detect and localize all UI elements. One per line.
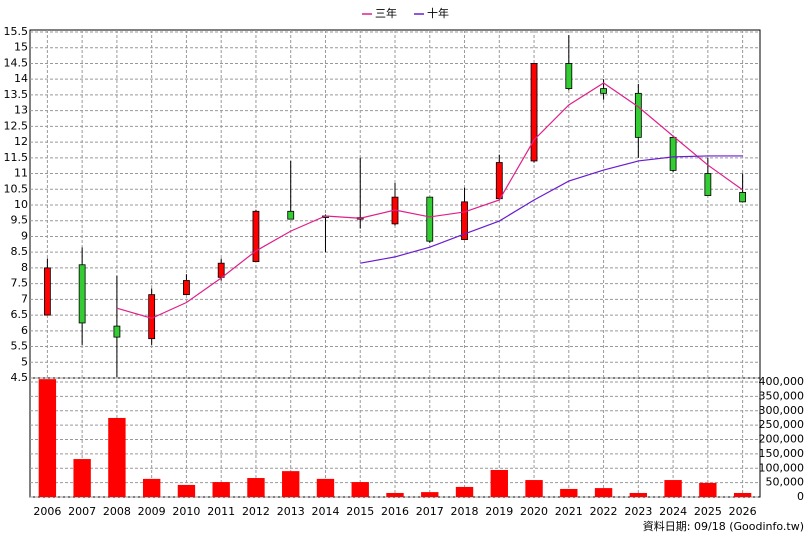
candle-body [426, 196, 434, 242]
x-tick-label: 2022 [590, 505, 618, 518]
y-tick-label: 10 [14, 198, 28, 211]
y-tick-label: 13.5 [4, 88, 29, 101]
volume-bar [282, 471, 300, 497]
y-tick-label: 10.5 [4, 182, 29, 195]
y-tick-label: 5.5 [11, 340, 29, 353]
footer: 資料日期: 09/18 (Goodinfo.tw) [643, 519, 804, 533]
y-tick-label: 15 [14, 41, 28, 54]
y-tick-label: 14.5 [4, 56, 29, 69]
candle-body [287, 210, 295, 220]
x-tick-label: 2020 [520, 505, 548, 518]
y2-tick-label: 150,000 [759, 447, 805, 460]
x-tick-label: 2008 [103, 505, 131, 518]
y2-tick-label: 300,000 [759, 404, 805, 417]
legend-label: 三年 [375, 6, 397, 20]
volume-bar [108, 417, 126, 497]
y-tick-label: 7.5 [11, 277, 29, 290]
x-tick-label: 2019 [485, 505, 513, 518]
x-tick-label: 2024 [659, 505, 687, 518]
ma-line [116, 82, 743, 319]
x-tick-label: 2014 [311, 505, 339, 518]
volume-bar [629, 492, 648, 497]
volume-bar [525, 480, 543, 497]
candle-body [530, 63, 538, 162]
candle-body [704, 173, 712, 196]
candle-body [252, 210, 260, 263]
x-tick-label: 2012 [242, 505, 270, 518]
y-tick-label: 6.5 [11, 308, 29, 321]
volume-bar [38, 379, 57, 497]
y-tick-label: 5 [21, 355, 28, 368]
x-tick-label: 2009 [138, 505, 166, 518]
volume-bar [386, 492, 404, 497]
candle-body [669, 136, 677, 171]
candle-body [495, 162, 503, 200]
volume-bar [351, 482, 369, 497]
y-tick-label: 8 [21, 261, 28, 274]
y2-tick-label: 400,000 [759, 375, 805, 388]
candle-body [565, 63, 573, 90]
y2-tick-label: 350,000 [759, 389, 805, 402]
x-tick-label: 2018 [451, 505, 479, 518]
y-tick-label: 13 [14, 104, 28, 117]
y-tick-label: 8.5 [11, 245, 29, 258]
x-tick-label: 2023 [624, 505, 652, 518]
volume-bar [73, 459, 91, 497]
y2-tick-label: 0 [797, 490, 804, 503]
x-tick-label: 2006 [33, 505, 61, 518]
volume-bar [664, 480, 682, 497]
y-tick-label: 9.5 [11, 214, 29, 227]
volume-bar [142, 478, 161, 497]
y-tick-label: 12 [14, 135, 28, 148]
y-tick-label: 12.5 [4, 119, 29, 132]
y2-tick-label: 250,000 [759, 418, 805, 431]
x-tick-label: 2026 [729, 505, 757, 518]
candle-body [183, 280, 190, 296]
volume-bar [699, 482, 717, 497]
legend-label: 十年 [427, 6, 449, 20]
candle-body [217, 262, 225, 278]
x-tick-label: 2013 [277, 505, 305, 518]
x-tick-label: 2016 [381, 505, 409, 518]
y-tick-label: 15.5 [4, 25, 29, 38]
y-tick-label: 11 [14, 167, 28, 180]
volume-bar [212, 482, 230, 497]
y-tick-label: 11.5 [4, 151, 29, 164]
y-tick-label: 7 [21, 292, 28, 305]
candle-body [600, 88, 607, 94]
x-tick-label: 2010 [172, 505, 200, 518]
candle-body [461, 201, 468, 240]
volume-bar [594, 488, 613, 497]
y2-tick-label: 100,000 [759, 461, 805, 474]
volume-bar [455, 486, 474, 497]
x-tick-label: 2021 [555, 505, 583, 518]
x-tick-label: 2017 [416, 505, 444, 518]
volume-bar [490, 469, 508, 497]
volume-bar [733, 492, 752, 497]
x-tick-label: 2015 [346, 505, 374, 518]
x-tick-label: 2011 [207, 505, 235, 518]
volume-bar [421, 492, 439, 497]
candle-body [113, 325, 121, 338]
y-tick-label: 4.5 [11, 371, 29, 384]
volume-bar [316, 478, 335, 497]
candle-body [634, 92, 642, 138]
y-tick-label: 9 [21, 229, 28, 242]
volume-bar [177, 484, 196, 497]
y2-tick-label: 200,000 [759, 433, 805, 446]
x-tick-label: 2025 [694, 505, 722, 518]
y2-tick-label: 50,000 [766, 476, 805, 489]
volume-bar [560, 488, 578, 497]
candle-body [78, 264, 86, 324]
candle-body [739, 192, 747, 203]
y-tick-label: 14 [14, 72, 28, 85]
ma-line [360, 155, 743, 264]
candle-body [43, 267, 51, 316]
x-tick-label: 2007 [68, 505, 96, 518]
y-tick-label: 6 [21, 324, 28, 337]
volume-bar [247, 478, 265, 497]
